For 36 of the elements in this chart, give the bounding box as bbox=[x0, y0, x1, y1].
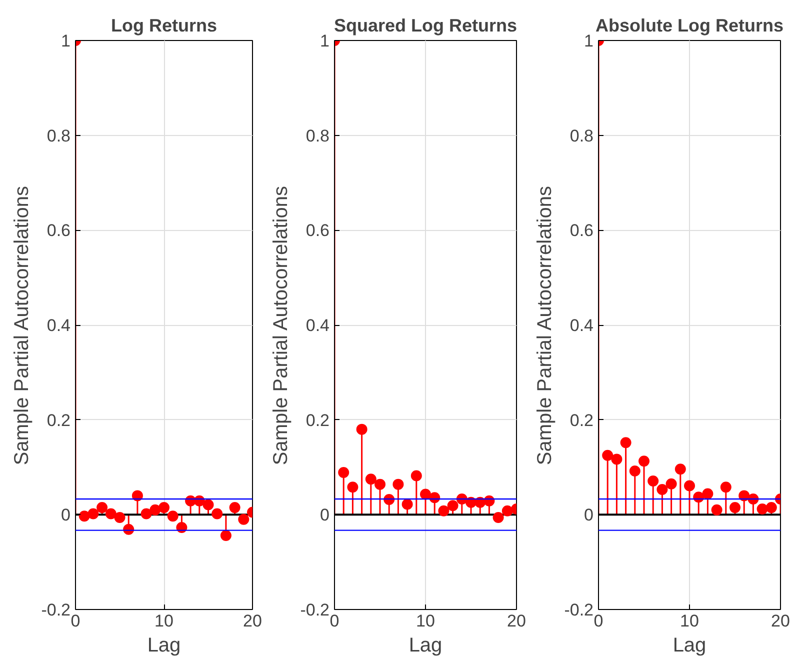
y-tick-label: 0.4 bbox=[46, 316, 71, 335]
y-tick-label: 0.2 bbox=[570, 410, 594, 430]
x-axis-title: Lag bbox=[147, 634, 181, 656]
x-axis-title: Lag bbox=[672, 634, 706, 656]
y-tick-label: -0.2 bbox=[41, 600, 71, 620]
x-tick-label: 10 bbox=[680, 612, 699, 630]
y-tick-label: 0.8 bbox=[570, 126, 594, 146]
y-tick-label: 0 bbox=[320, 506, 330, 525]
y-tick-label: 1 bbox=[584, 32, 594, 50]
y-tick-label: 0.6 bbox=[46, 221, 71, 240]
x-tick-label: 20 bbox=[507, 612, 526, 630]
chart-title: Squared Log Returns bbox=[334, 16, 518, 36]
y-tick-label: -0.2 bbox=[564, 600, 594, 620]
y-tick-label: 0.2 bbox=[306, 410, 330, 430]
y-tick-label: 0 bbox=[584, 506, 594, 525]
y-tick-label: 0.6 bbox=[306, 221, 330, 240]
y-tick-label: -0.2 bbox=[300, 600, 330, 620]
y-tick-label: 1 bbox=[320, 32, 330, 50]
y-axis-title: Sample Partial Autocorrelations bbox=[270, 186, 292, 466]
y-axis-title: Sample Partial Autocorrelations bbox=[11, 186, 34, 466]
y-tick-label: 0.6 bbox=[570, 221, 594, 240]
y-tick-label: 0.8 bbox=[46, 126, 71, 146]
x-tick-label: 20 bbox=[771, 612, 790, 630]
y-tick-label: 0.8 bbox=[306, 126, 330, 146]
x-tick-label: 10 bbox=[154, 612, 174, 630]
y-tick-label: 0.2 bbox=[46, 410, 71, 430]
x-tick-label: 20 bbox=[243, 612, 262, 630]
x-axis-title: Lag bbox=[408, 634, 442, 656]
y-tick-label: 0.4 bbox=[570, 316, 594, 335]
y-axis-title: Sample Partial Autocorrelations bbox=[534, 186, 556, 466]
y-tick-label: 0.4 bbox=[306, 316, 330, 335]
y-tick-label: 0 bbox=[61, 506, 71, 525]
x-tick-label: 10 bbox=[416, 612, 435, 630]
y-tick-label: 1 bbox=[61, 32, 71, 50]
chart-title: Log Returns bbox=[111, 16, 217, 36]
chart-title: Absolute Log Returns bbox=[596, 16, 784, 36]
